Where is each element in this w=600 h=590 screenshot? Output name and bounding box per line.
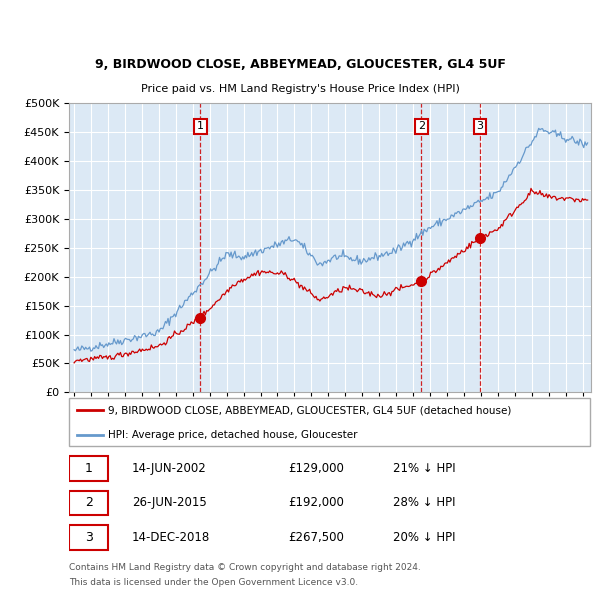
- Text: HPI: Average price, detached house, Gloucester: HPI: Average price, detached house, Glou…: [108, 430, 358, 440]
- Text: 20% ↓ HPI: 20% ↓ HPI: [392, 531, 455, 544]
- Text: 3: 3: [85, 531, 92, 544]
- Text: 28% ↓ HPI: 28% ↓ HPI: [392, 496, 455, 510]
- Text: £129,000: £129,000: [288, 462, 344, 475]
- FancyBboxPatch shape: [69, 456, 108, 481]
- Text: 9, BIRDWOOD CLOSE, ABBEYMEAD, GLOUCESTER, GL4 5UF: 9, BIRDWOOD CLOSE, ABBEYMEAD, GLOUCESTER…: [95, 58, 505, 71]
- Text: 14-DEC-2018: 14-DEC-2018: [131, 531, 210, 544]
- Text: 1: 1: [197, 122, 204, 132]
- Text: Contains HM Land Registry data © Crown copyright and database right 2024.: Contains HM Land Registry data © Crown c…: [69, 563, 421, 572]
- Text: £267,500: £267,500: [288, 531, 344, 544]
- Text: 1: 1: [85, 462, 92, 475]
- Text: 3: 3: [476, 122, 484, 132]
- Text: This data is licensed under the Open Government Licence v3.0.: This data is licensed under the Open Gov…: [69, 578, 358, 587]
- Text: £192,000: £192,000: [288, 496, 344, 510]
- FancyBboxPatch shape: [69, 398, 590, 446]
- FancyBboxPatch shape: [69, 525, 108, 550]
- Text: 21% ↓ HPI: 21% ↓ HPI: [392, 462, 455, 475]
- FancyBboxPatch shape: [69, 491, 108, 516]
- Text: 2: 2: [85, 496, 92, 510]
- Text: 9, BIRDWOOD CLOSE, ABBEYMEAD, GLOUCESTER, GL4 5UF (detached house): 9, BIRDWOOD CLOSE, ABBEYMEAD, GLOUCESTER…: [108, 405, 512, 415]
- Text: 14-JUN-2002: 14-JUN-2002: [131, 462, 206, 475]
- Text: 26-JUN-2015: 26-JUN-2015: [131, 496, 206, 510]
- Text: 2: 2: [418, 122, 425, 132]
- Text: Price paid vs. HM Land Registry's House Price Index (HPI): Price paid vs. HM Land Registry's House …: [140, 84, 460, 94]
